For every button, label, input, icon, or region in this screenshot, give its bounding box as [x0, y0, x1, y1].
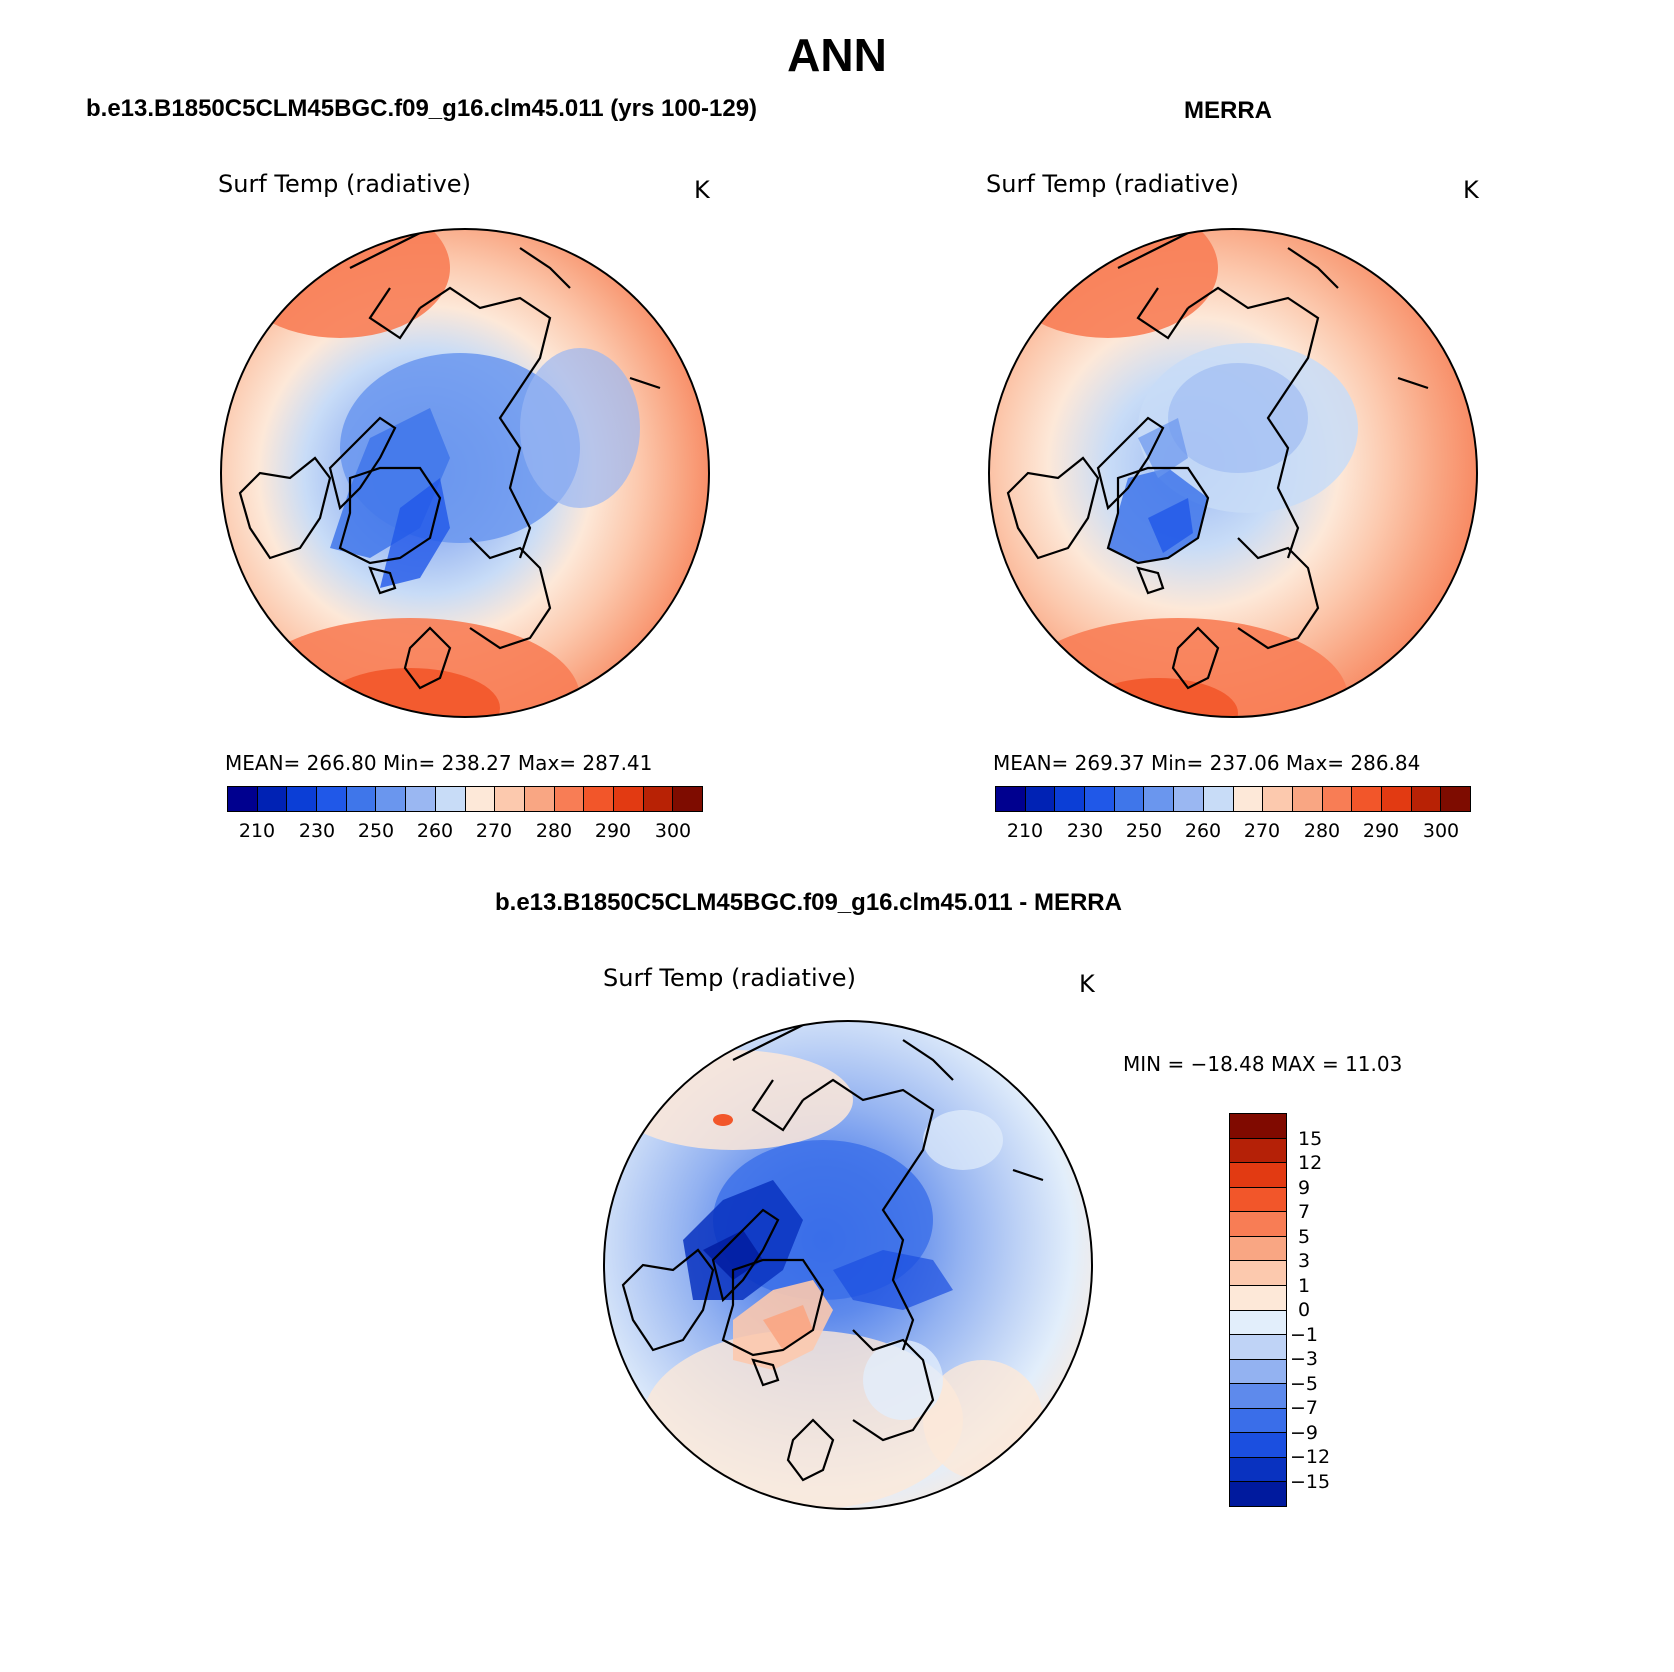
colorbar-swatch — [317, 787, 347, 811]
colorbar-tick-label: 3 — [1298, 1250, 1311, 1272]
model-units-label: K — [694, 176, 710, 204]
colorbar-tick-label: 12 — [1298, 1152, 1323, 1174]
model-variable-label: Surf Temp (radiative) — [218, 170, 471, 198]
colorbar-swatch — [376, 787, 407, 811]
obs-polar-map — [988, 228, 1478, 718]
colorbar-swatch — [1085, 787, 1115, 811]
colorbar-tick-label: −1 — [1290, 1324, 1319, 1346]
colorbar-swatch — [1230, 1433, 1286, 1458]
colorbar-swatch — [1230, 1261, 1286, 1286]
colorbar-swatch — [1230, 1236, 1286, 1262]
colorbar-swatch — [465, 787, 496, 811]
colorbar-swatch — [1322, 787, 1353, 811]
colorbar-swatch — [287, 787, 318, 811]
colorbar-tick-label: 5 — [1298, 1226, 1311, 1248]
model-colorbar — [227, 786, 703, 812]
colorbar-tick-label: 290 — [594, 820, 632, 842]
obs-colorbar — [995, 786, 1471, 812]
colorbar-swatch — [524, 787, 555, 811]
colorbar-swatch — [1230, 1457, 1286, 1483]
model-polar-map — [220, 228, 710, 718]
colorbar-swatch — [1263, 787, 1293, 811]
model-stats-text: MEAN= 266.80 Min= 238.27 Max= 287.41 — [225, 751, 653, 775]
colorbar-swatch — [1441, 787, 1470, 811]
colorbar-tick-label: 210 — [238, 820, 276, 842]
colorbar-tick-label: 260 — [416, 820, 454, 842]
colorbar-swatch — [1230, 1310, 1286, 1336]
colorbar-tick-label: 270 — [1243, 820, 1281, 842]
colorbar-tick-label: −9 — [1290, 1422, 1319, 1444]
colorbar-swatch — [1230, 1114, 1286, 1139]
obs-units-label: K — [1463, 176, 1479, 204]
colorbar-tick-label: 280 — [535, 820, 573, 842]
diff-polar-map — [603, 1020, 1093, 1510]
colorbar-swatch — [643, 787, 674, 811]
colorbar-swatch — [1174, 787, 1204, 811]
colorbar-swatch — [1230, 1163, 1286, 1188]
colorbar-swatch — [1230, 1335, 1286, 1360]
colorbar-tick-label: 290 — [1362, 820, 1400, 842]
colorbar-swatch — [1230, 1408, 1286, 1434]
colorbar-tick-label: 280 — [1303, 820, 1341, 842]
colorbar-swatch — [1114, 787, 1145, 811]
colorbar-tick-label: 7 — [1298, 1201, 1311, 1223]
colorbar-swatch — [435, 787, 466, 811]
colorbar-tick-label: 300 — [654, 820, 692, 842]
diff-colorbar — [1229, 1113, 1287, 1507]
colorbar-swatch — [346, 787, 377, 811]
colorbar-swatch — [1230, 1384, 1286, 1409]
colorbar-tick-label: −12 — [1290, 1446, 1331, 1468]
colorbar-swatch — [1292, 787, 1323, 811]
colorbar-swatch — [613, 787, 644, 811]
obs-panel-title: MERRA — [1184, 97, 1272, 124]
diff-panel-title: b.e13.B1850C5CLM45BGC.f09_g16.clm45.011 … — [495, 889, 1122, 916]
colorbar-swatch — [554, 787, 585, 811]
colorbar-tick-label: 230 — [1066, 820, 1104, 842]
colorbar-swatch — [257, 787, 288, 811]
colorbar-swatch — [228, 787, 258, 811]
obs-variable-label: Surf Temp (radiative) — [986, 170, 1239, 198]
diff-variable-label: Surf Temp (radiative) — [603, 964, 856, 992]
colorbar-swatch — [996, 787, 1026, 811]
colorbar-swatch — [1381, 787, 1412, 811]
colorbar-tick-label: −7 — [1290, 1397, 1319, 1419]
page-title: ANN — [787, 29, 887, 81]
colorbar-swatch — [1230, 1359, 1286, 1385]
colorbar-swatch — [1230, 1285, 1286, 1311]
colorbar-tick-label: 250 — [357, 820, 395, 842]
colorbar-swatch — [406, 787, 436, 811]
colorbar-tick-label: 270 — [475, 820, 513, 842]
colorbar-swatch — [1352, 787, 1382, 811]
colorbar-tick-label: −5 — [1290, 1373, 1319, 1395]
model-panel-title: b.e13.B1850C5CLM45BGC.f09_g16.clm45.011 … — [86, 95, 758, 122]
colorbar-swatch — [1203, 787, 1234, 811]
colorbar-swatch — [584, 787, 614, 811]
colorbar-swatch — [1233, 787, 1264, 811]
colorbar-tick-label: −3 — [1290, 1348, 1319, 1370]
colorbar-swatch — [1230, 1482, 1286, 1506]
colorbar-swatch — [1025, 787, 1056, 811]
colorbar-swatch — [1055, 787, 1086, 811]
colorbar-tick-label: −15 — [1290, 1471, 1331, 1493]
colorbar-tick-label: 210 — [1006, 820, 1044, 842]
colorbar-swatch — [1144, 787, 1175, 811]
colorbar-swatch — [1230, 1138, 1286, 1164]
colorbar-tick-label: 15 — [1298, 1128, 1323, 1150]
colorbar-swatch — [1230, 1187, 1286, 1213]
colorbar-swatch — [495, 787, 525, 811]
colorbar-swatch — [673, 787, 702, 811]
diff-stats-text: MIN = −18.48 MAX = 11.03 — [1123, 1052, 1403, 1076]
colorbar-swatch — [1230, 1212, 1286, 1237]
colorbar-tick-label: 250 — [1125, 820, 1163, 842]
colorbar-tick-label: 260 — [1184, 820, 1222, 842]
diff-units-label: K — [1079, 970, 1095, 998]
colorbar-tick-label: 300 — [1422, 820, 1460, 842]
colorbar-tick-label: 9 — [1298, 1177, 1311, 1199]
colorbar-tick-label: 0 — [1298, 1299, 1311, 1321]
colorbar-tick-label: 1 — [1298, 1275, 1311, 1297]
obs-stats-text: MEAN= 269.37 Min= 237.06 Max= 286.84 — [993, 751, 1421, 775]
colorbar-swatch — [1411, 787, 1442, 811]
colorbar-tick-label: 230 — [298, 820, 336, 842]
